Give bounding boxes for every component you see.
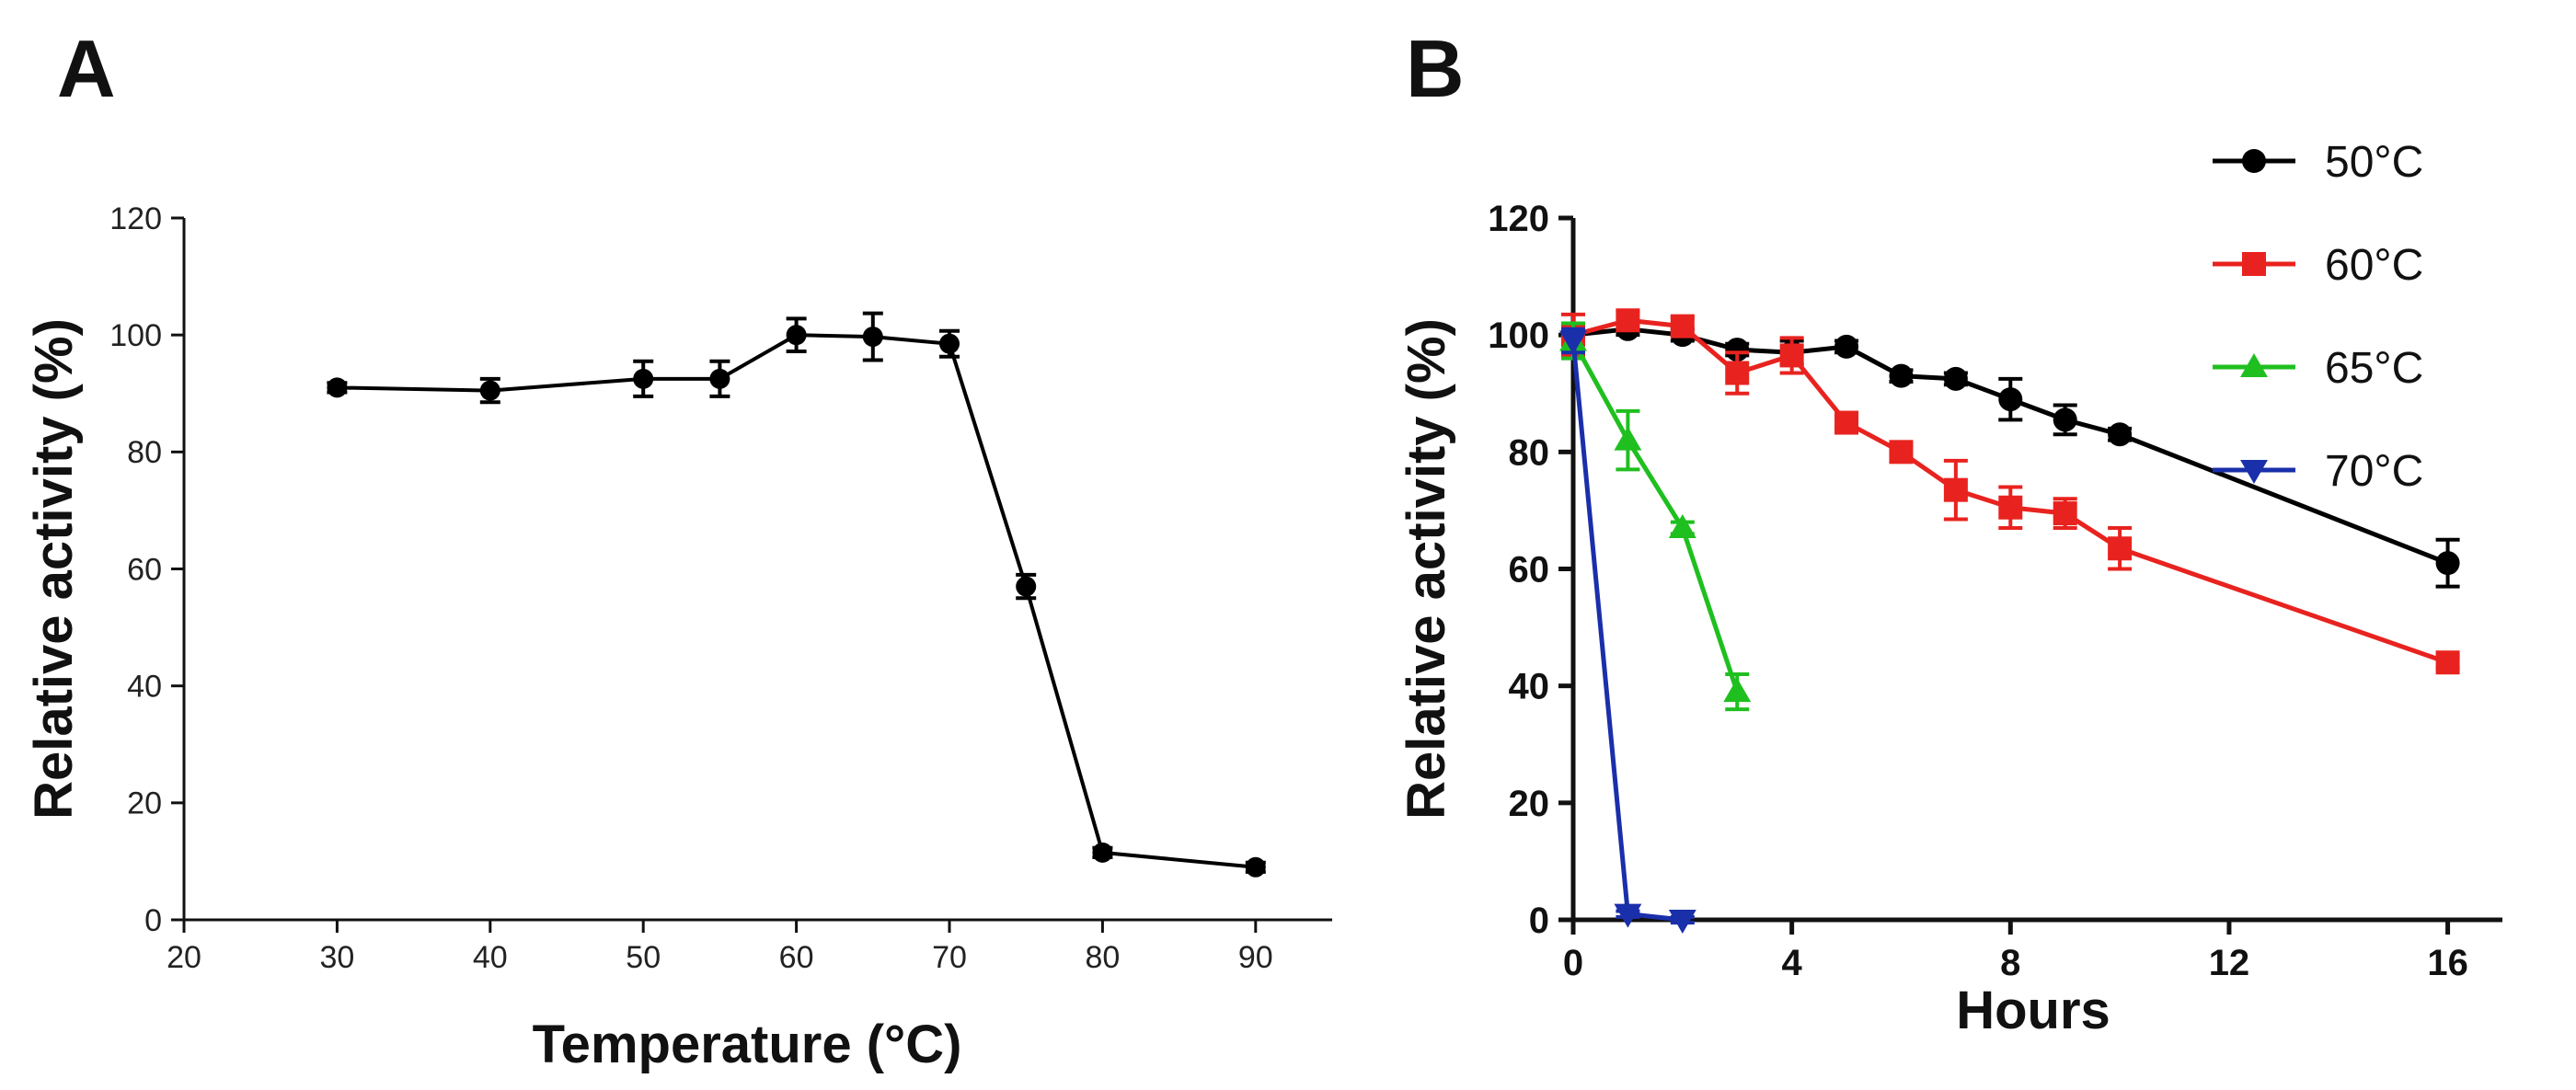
chart-b: 0 20 40 60 80 100 120 0 4 8 12 16 Hours Relative acti… [1397,138,2502,1040]
y-tick-label: 120 [1488,199,1549,239]
data-point [327,377,348,398]
x-tick-label: 4 [1782,943,1803,983]
data-point [1725,338,1750,362]
legend: 50°C 60°C 65°C 70°C [2213,138,2423,496]
legend-label: 70°C [2325,447,2423,496]
x-tick-label: 50 [626,940,661,975]
y-tick-label: 100 [109,318,162,353]
data-point [1092,842,1113,863]
data-point [1834,410,1859,435]
data-point [1016,576,1037,597]
y-tick-label: 40 [127,670,162,705]
x-tick-label: 8 [2000,943,2020,983]
data-point [1559,330,1587,355]
data-point [1998,495,2023,520]
y-tick-label: 100 [1488,316,1549,356]
data-point [2435,650,2460,675]
data-point [1668,909,1696,934]
y-axis-title: Relative activity (%) [24,318,84,820]
data-point [1889,440,1914,465]
data-point [1614,903,1642,928]
data-point [1834,334,1859,359]
x-tick-label: 16 [2427,943,2468,983]
data-point [2108,536,2133,561]
x-axis-title: Hours [1956,981,2110,1040]
data-point [786,325,807,346]
x-tick-label: 60 [779,940,814,975]
data-point [2242,252,2266,276]
x-tick-label: 0 [1563,943,1583,983]
y-tick-label: 120 [109,201,162,236]
data-point [1668,514,1696,539]
data-point [1725,361,1750,385]
data-point [2435,551,2460,576]
data-point [939,333,960,354]
data-point [1723,678,1752,703]
data-point [2053,407,2077,432]
data-point [2053,501,2077,526]
y-tick-label: 0 [1529,901,1549,941]
series-line [337,333,1256,869]
x-tick-label: 12 [2209,943,2250,983]
data-point [1670,314,1695,338]
x-axis-title: Temperature (°C) [533,1015,962,1074]
data-point [2240,353,2268,378]
y-tick-label: 20 [127,786,162,821]
y-tick-label: 80 [127,435,162,470]
y-tick-label: 60 [127,552,162,587]
data-point [1614,426,1642,451]
data-point [1245,856,1266,878]
x-tick-label: 20 [167,940,201,975]
data-point [2240,459,2268,484]
series-activity [327,311,1266,878]
data-point [1943,477,1968,502]
data-point [633,368,654,389]
legend-label: 65°C [2325,344,2423,393]
legend-label: 60°C [2325,241,2423,290]
data-point [1616,308,1640,333]
data-point [2242,149,2266,173]
y-tick-label: 0 [144,903,162,938]
data-point [1943,366,1968,391]
panel-label-b: B [1406,23,1465,114]
series-line [1570,339,1740,693]
data-point [1998,387,2023,412]
data-point [1779,343,1804,368]
y-tick-label: 40 [1509,667,1550,707]
x-tick-label: 70 [932,940,967,975]
y-tick-label: 60 [1509,550,1550,591]
x-tick-label: 90 [1238,940,1273,975]
series-70c [1559,327,1696,934]
legend-label: 50°C [2325,138,2423,187]
x-tick-label: 80 [1085,940,1120,975]
data-point [2108,422,2133,447]
data-point [479,380,500,401]
series-65c [1559,321,1752,712]
data-point [862,327,883,348]
y-tick-label: 80 [1509,432,1550,473]
data-point [709,368,730,389]
panel-label-a: A [57,23,116,114]
y-axis-title: Relative activity (%) [1397,318,1456,820]
x-tick-label: 40 [473,940,508,975]
y-tick-label: 20 [1509,784,1550,824]
x-tick-label: 30 [319,940,354,975]
data-point [1889,363,1914,388]
